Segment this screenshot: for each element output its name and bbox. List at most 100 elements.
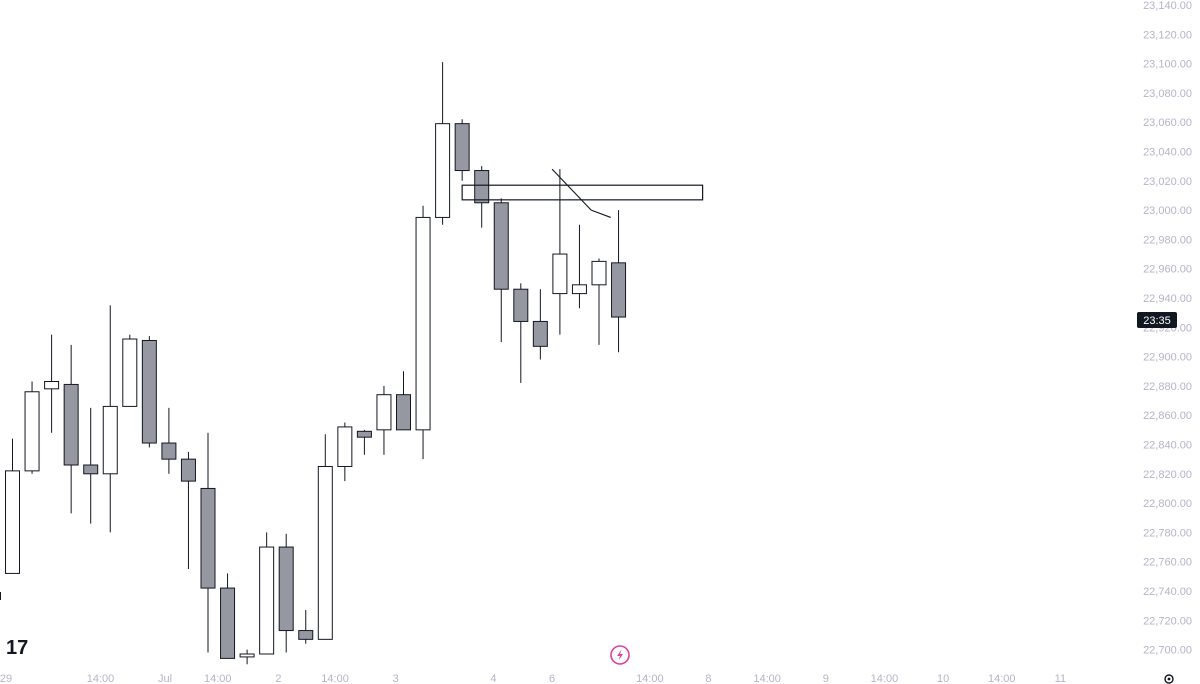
time-tick-label: 14:00 xyxy=(204,673,232,684)
candle-body-up xyxy=(239,653,255,658)
candle xyxy=(180,451,196,570)
candle xyxy=(239,649,255,665)
price-tick-label: 23,000.00 xyxy=(1143,205,1192,217)
price-tag-box xyxy=(1137,311,1177,328)
price-tick-label: 22,960.00 xyxy=(1143,264,1192,276)
candle xyxy=(102,305,118,533)
candle xyxy=(200,432,216,653)
candle xyxy=(298,610,314,644)
time-tick-label: 14:00 xyxy=(87,673,115,684)
candle-body-up xyxy=(552,253,568,295)
tradingview-logo[interactable]: 17 xyxy=(6,637,28,659)
candle-body-up xyxy=(5,470,20,574)
price-tick-label: 22,720.00 xyxy=(1143,615,1192,627)
candle xyxy=(356,429,372,455)
time-tick-label: 8 xyxy=(705,673,711,684)
candle-body-down xyxy=(220,587,236,659)
candle xyxy=(591,258,607,345)
candle xyxy=(552,169,568,335)
time-tick-label: Jul xyxy=(158,673,172,684)
candle-body-up xyxy=(259,546,275,655)
candle-body-up xyxy=(337,426,353,467)
candle xyxy=(24,381,40,474)
price-axis[interactable]: 23,140.00 23,120.00 23,100.00 23,080.00 23,0… xyxy=(1143,0,1192,657)
candle-body-up xyxy=(571,284,587,295)
candle xyxy=(493,198,509,342)
time-tick-label: 14:00 xyxy=(988,673,1016,684)
candle xyxy=(396,371,411,431)
time-tick-label: 9 xyxy=(823,673,829,684)
price-tick-label: 22,760.00 xyxy=(1143,557,1192,569)
logo-text: 17 xyxy=(6,637,28,659)
settings-gear-icon[interactable] xyxy=(1164,674,1174,684)
candle-body-down xyxy=(200,487,216,589)
time-tick-label: 14:00 xyxy=(636,673,664,684)
candle-body-up xyxy=(376,394,392,431)
price-tick-label: 22,800.00 xyxy=(1143,498,1192,510)
candle-body-up xyxy=(415,216,431,431)
candle xyxy=(474,166,490,228)
candle xyxy=(141,336,157,448)
price-tick-label: 22,940.00 xyxy=(1143,293,1192,305)
price-tick-label: 23,140.00 xyxy=(1143,0,1192,12)
candle-body-down xyxy=(454,123,470,172)
candle xyxy=(63,344,79,514)
candle xyxy=(278,533,294,653)
candle-body-up xyxy=(24,391,40,472)
candle xyxy=(513,283,529,383)
candle xyxy=(435,62,451,225)
candle xyxy=(161,407,177,474)
trend-line[interactable] xyxy=(551,168,592,211)
candle-body-up xyxy=(591,260,607,286)
candle xyxy=(454,119,470,181)
price-tick-label: 23,120.00 xyxy=(1143,29,1192,41)
candle xyxy=(611,210,627,353)
price-tag: 23:35 xyxy=(1137,311,1177,328)
price-tick-label: 23,080.00 xyxy=(1143,88,1192,100)
candle-body-down xyxy=(532,320,548,347)
candle-body-up xyxy=(122,338,138,407)
candle xyxy=(317,434,333,640)
candle xyxy=(83,407,99,524)
candle-body-down xyxy=(180,458,196,482)
time-tick-label: 14:00 xyxy=(753,673,781,684)
candle-body-down xyxy=(396,394,411,431)
time-tick-label: 4 xyxy=(490,673,496,684)
candle-body-down xyxy=(611,262,627,318)
candle-body-down xyxy=(474,170,490,204)
price-tick-label: 22,980.00 xyxy=(1143,234,1192,246)
price-tick-label: 23,060.00 xyxy=(1143,117,1192,129)
candle-body-down xyxy=(298,630,314,640)
candles-layer xyxy=(5,62,627,665)
time-axis[interactable]: 29 14:00 Jul 14:00 2 14:00 3 4 6 14:00 8 14:00 9 14:0… xyxy=(0,673,1066,684)
price-tick-label: 23,020.00 xyxy=(1143,176,1192,188)
candle xyxy=(337,422,353,482)
drawings-layer[interactable] xyxy=(461,168,704,218)
candle-body-up xyxy=(44,381,60,390)
price-tick-label: 22,860.00 xyxy=(1143,410,1192,422)
price-tag-label: 23:35 xyxy=(1143,315,1171,327)
flash-icon[interactable] xyxy=(610,645,630,665)
time-tick-label: 3 xyxy=(393,673,399,684)
zone-rectangle[interactable] xyxy=(461,184,704,201)
candle-body-down xyxy=(83,464,99,475)
candle xyxy=(122,334,138,407)
candle-body-up xyxy=(317,465,333,640)
candle xyxy=(415,205,431,460)
trend-line[interactable] xyxy=(590,209,611,218)
price-tick-label: 22,840.00 xyxy=(1143,440,1192,452)
time-tick-label: 14:00 xyxy=(321,673,349,684)
time-tick-label: 29 xyxy=(0,673,12,684)
candle-body-down xyxy=(141,339,157,444)
candle xyxy=(259,532,275,655)
price-tick-label: 22,820.00 xyxy=(1143,469,1192,481)
price-tick-label: 22,700.00 xyxy=(1143,645,1192,657)
candle xyxy=(44,334,60,433)
candle-body-down xyxy=(63,383,79,466)
candle xyxy=(220,573,236,659)
time-tick-label: 10 xyxy=(937,673,949,684)
candle-body-down xyxy=(493,202,509,290)
candle-body-down xyxy=(161,442,177,460)
price-tick-label: 22,880.00 xyxy=(1143,381,1192,393)
